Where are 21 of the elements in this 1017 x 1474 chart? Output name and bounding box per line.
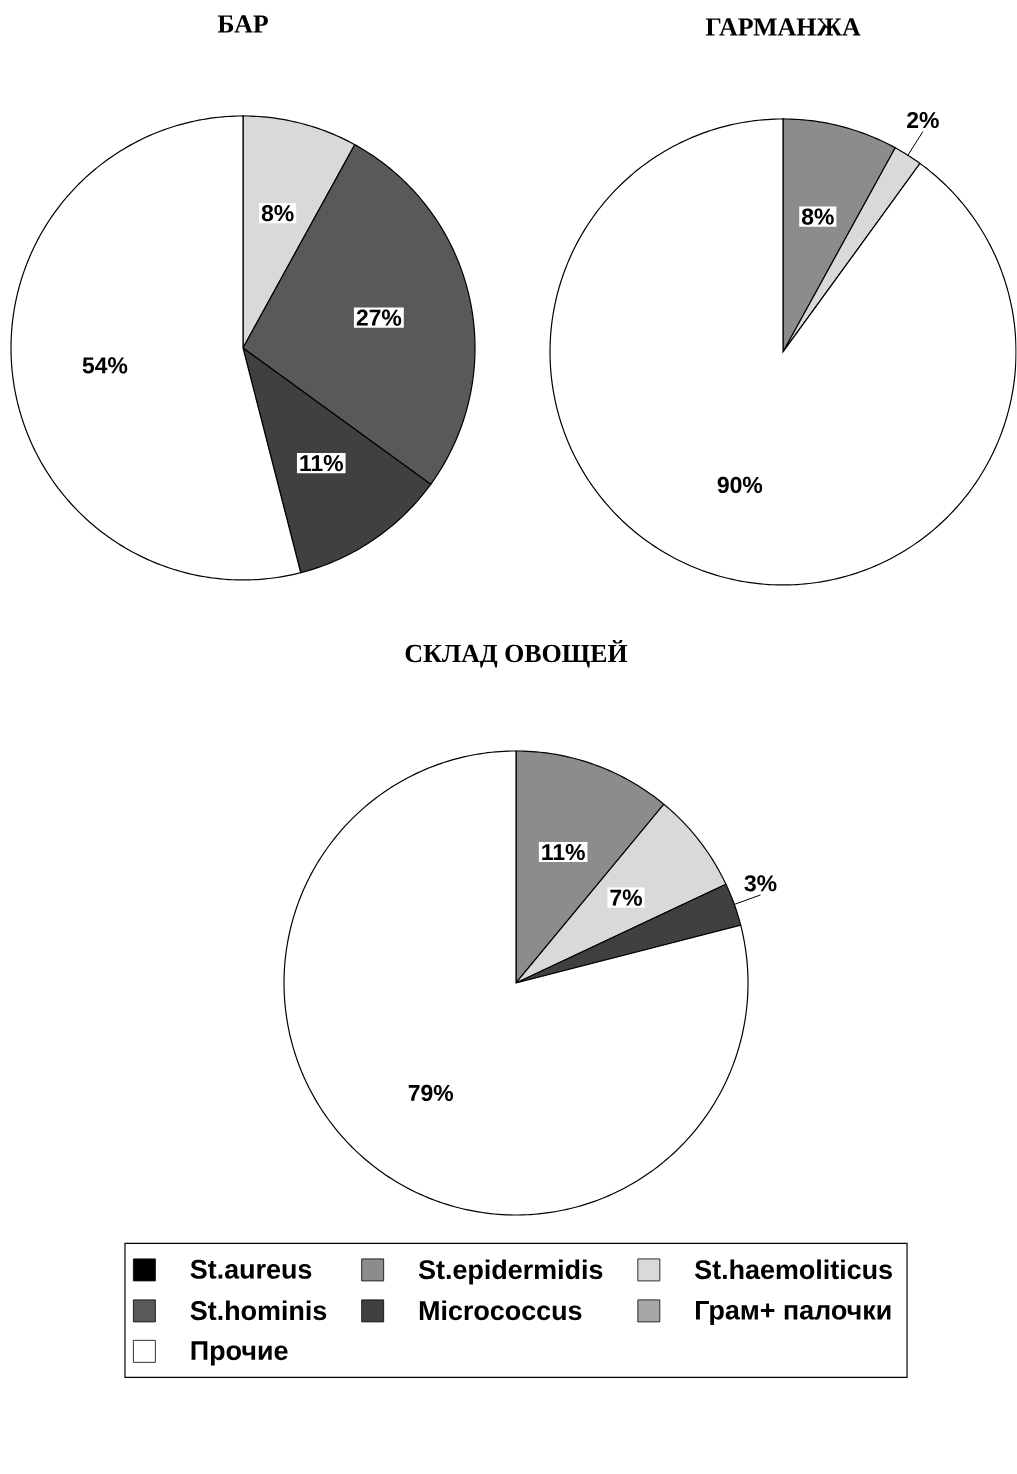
data-label: 27% [356,309,402,326]
legend-label: St.haemoliticus [695,1259,893,1280]
legend-label: St.aureus [190,1259,312,1279]
legend-label: Micrococcus [420,1300,582,1321]
data-label: 8% [802,208,834,225]
data-label: 11% [542,843,586,861]
legend-label: St.hominis [190,1300,327,1321]
data-label: 79% [408,1084,454,1102]
data-label: 2% [907,111,939,129]
legend-label: St.epidermidis [419,1259,603,1285]
chart-title: БАР [217,15,269,33]
data-label: 8% [261,205,294,222]
legend-label: Грам+ палочки [696,1300,891,1325]
data-label: 3% [744,875,777,892]
data-label: 11% [300,455,344,472]
legend-label: Прочие [191,1341,288,1366]
data-label: 54% [82,357,128,374]
chart-title: СКЛАД ОВОЩЕЙ [405,639,628,668]
data-label: 7% [610,889,643,906]
chart-title: ГАРМАНЖА [706,18,861,36]
data-label: 90% [717,476,763,494]
